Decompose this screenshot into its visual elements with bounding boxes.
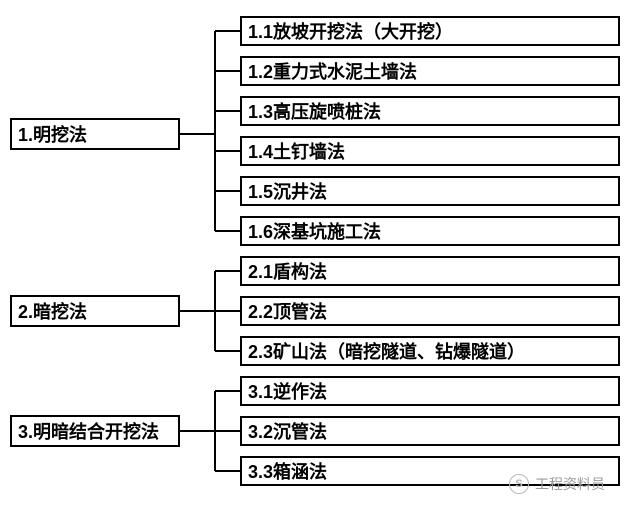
tree-parent-node: 2.暗挖法 xyxy=(10,295,180,327)
node-label: 1.6深基坑施工法 xyxy=(248,218,381,244)
node-label: 1.1放坡开挖法（大开挖） xyxy=(248,18,453,44)
node-label: 1.3高压旋喷桩法 xyxy=(248,98,381,124)
watermark-text: 工程资料员 xyxy=(535,474,605,494)
tree-child-node: 3.2沉管法 xyxy=(240,416,620,446)
node-label: 1.4土钉墙法 xyxy=(248,138,345,164)
tree-child-node: 3.1逆作法 xyxy=(240,376,620,406)
tree-child-node: 1.3高压旋喷桩法 xyxy=(240,96,620,126)
tree-parent-node: 1.明挖法 xyxy=(10,118,180,150)
node-label: 1.明挖法 xyxy=(18,121,87,147)
node-label: 2.2顶管法 xyxy=(248,298,327,324)
node-label: 3.2沉管法 xyxy=(248,418,327,444)
tree-child-node: 2.1盾构法 xyxy=(240,256,620,286)
tree-diagram: 1.明挖法 1.1放坡开挖法（大开挖） 1.2重力式水泥土墙法 1.3高压旋喷桩法 1.… xyxy=(0,0,640,514)
node-label: 3.1逆作法 xyxy=(248,378,327,404)
wechat-icon: S xyxy=(509,474,529,494)
node-label: 3.明暗结合开挖法 xyxy=(18,418,159,444)
tree-child-node: 2.3矿山法（暗挖隧道、钻爆隧道） xyxy=(240,336,620,366)
tree-parent-node: 3.明暗结合开挖法 xyxy=(10,415,180,447)
watermark: S 工程资料员 xyxy=(509,474,605,494)
node-label: 1.5沉井法 xyxy=(248,178,327,204)
tree-child-node: 1.2重力式水泥土墙法 xyxy=(240,56,620,86)
tree-child-node: 1.4土钉墙法 xyxy=(240,136,620,166)
tree-child-node: 1.1放坡开挖法（大开挖） xyxy=(240,16,620,46)
tree-child-node: 1.5沉井法 xyxy=(240,176,620,206)
node-label: 2.3矿山法（暗挖隧道、钻爆隧道） xyxy=(248,338,525,364)
node-label: 2.暗挖法 xyxy=(18,298,87,324)
node-label: 2.1盾构法 xyxy=(248,258,327,284)
tree-child-node: 2.2顶管法 xyxy=(240,296,620,326)
tree-child-node: 1.6深基坑施工法 xyxy=(240,216,620,246)
node-label: 3.3箱涵法 xyxy=(248,458,327,484)
node-label: 1.2重力式水泥土墙法 xyxy=(248,58,417,84)
